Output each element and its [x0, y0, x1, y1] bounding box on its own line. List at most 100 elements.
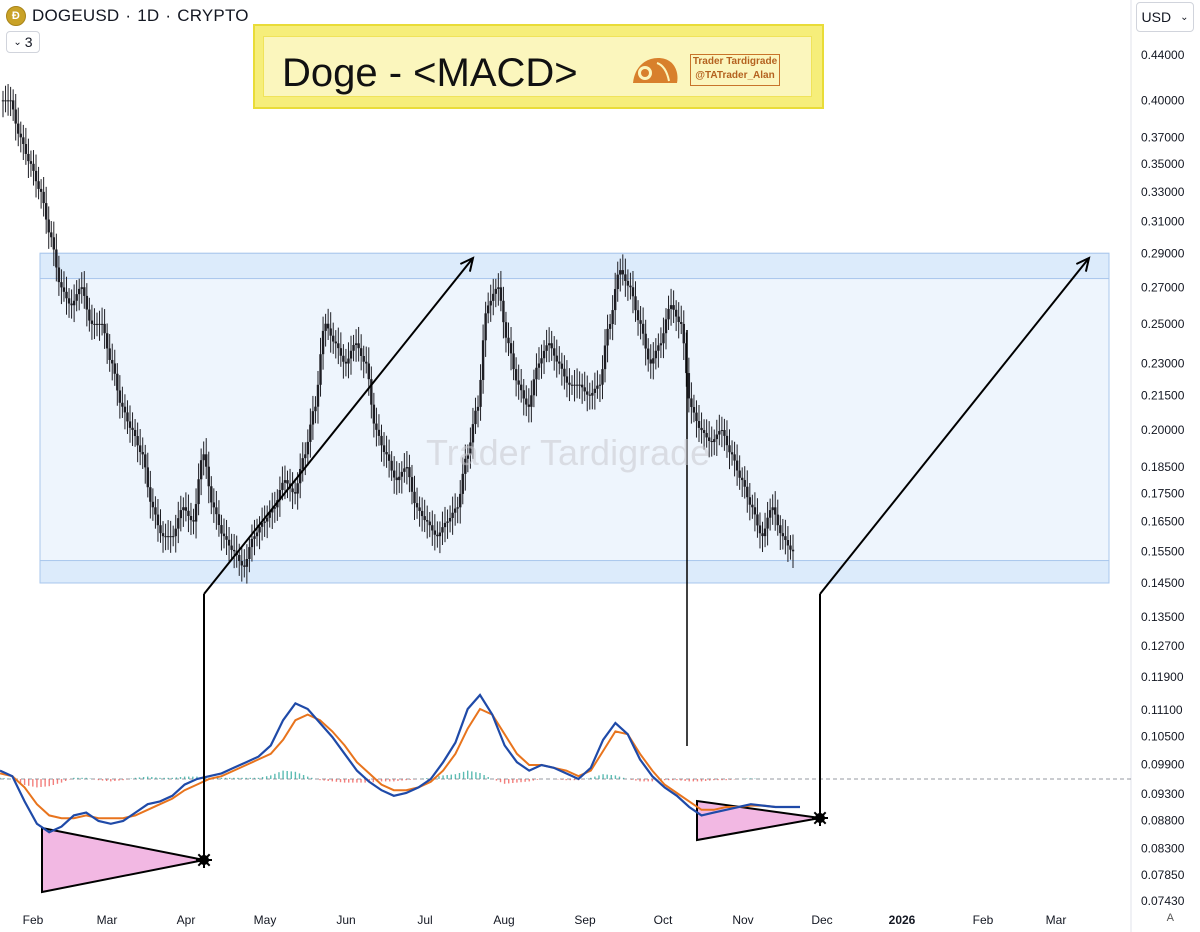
candle-body	[448, 517, 452, 522]
candle-body	[250, 538, 254, 548]
candle-body	[680, 322, 683, 324]
candle-body	[227, 539, 231, 546]
candle-body	[108, 348, 111, 360]
candle-body	[159, 525, 162, 534]
candle-body	[55, 249, 58, 268]
candle-body	[507, 337, 510, 344]
candle-body	[57, 267, 61, 283]
candle-body	[98, 323, 101, 325]
price-tick-label: 0.35000	[1141, 157, 1185, 171]
time-tick-label: Mar	[1046, 913, 1067, 927]
candle-body	[207, 466, 210, 487]
candle-body	[243, 565, 246, 567]
currency-select[interactable]: USD ⌄	[1136, 2, 1194, 32]
candle-body	[126, 412, 129, 422]
candle-body	[271, 508, 274, 513]
candle-body	[695, 412, 698, 422]
drawing-annotations	[196, 256, 1091, 868]
candle-body	[403, 468, 406, 472]
candle-body	[499, 287, 503, 301]
auto-scale-button[interactable]: A	[1166, 912, 1174, 924]
candle-body	[116, 373, 119, 391]
candle-body	[210, 486, 213, 503]
price-tick-label: 0.18500	[1141, 460, 1185, 474]
candle-body	[326, 323, 330, 329]
candle-body	[29, 161, 33, 164]
candle-body	[494, 288, 497, 294]
candle-body	[154, 507, 157, 515]
chevron-down-icon: ⌄	[1180, 11, 1189, 23]
candle-body	[306, 441, 310, 455]
time-tick-label: Apr	[177, 913, 196, 927]
candle-body	[367, 363, 370, 380]
candle-body	[451, 512, 454, 518]
candle-body	[151, 501, 155, 508]
candle-body	[537, 363, 541, 368]
candle-body	[715, 434, 718, 440]
candle-body	[385, 452, 388, 455]
candle-body	[316, 384, 320, 407]
candle-body	[763, 528, 767, 537]
candlestick-series	[1, 84, 795, 584]
candle-body	[621, 270, 625, 275]
indicators-toggle-button[interactable]: ⌄ 3	[6, 31, 40, 53]
candle-body	[682, 323, 685, 344]
candle-body	[220, 525, 223, 534]
time-tick-label: Mar	[97, 913, 118, 927]
candle-body	[362, 355, 365, 362]
candle-body	[14, 109, 17, 124]
time-tick-label: 2026	[889, 913, 916, 927]
candle-body	[677, 316, 680, 323]
candle-body	[659, 343, 663, 346]
candle-body	[133, 429, 137, 437]
candle-body	[532, 379, 536, 396]
candle-body	[9, 100, 12, 102]
candle-body	[720, 430, 724, 432]
candle-body	[641, 323, 645, 334]
candle-body	[72, 300, 76, 306]
candle-body	[390, 460, 393, 471]
candle-body	[746, 486, 749, 498]
candle-body	[471, 424, 475, 443]
candle-body	[60, 282, 63, 288]
candle-body	[398, 476, 401, 481]
candle-body	[504, 322, 508, 338]
price-tick-label: 0.13500	[1141, 610, 1185, 624]
price-tick-label: 0.21500	[1141, 389, 1185, 403]
candle-body	[433, 530, 437, 535]
burst-dot	[199, 855, 209, 865]
candle-body	[78, 288, 81, 295]
candle-body	[601, 369, 604, 385]
doge-coin-icon: Ð	[6, 6, 26, 26]
price-tick-label: 0.07430	[1141, 894, 1185, 908]
candle-body	[47, 219, 50, 233]
candle-body	[768, 510, 772, 518]
candle-body	[62, 287, 66, 292]
price-tick-label: 0.10500	[1141, 730, 1185, 744]
candle-body	[563, 368, 566, 377]
price-tick-label: 0.08300	[1141, 841, 1185, 855]
candle-body	[392, 470, 396, 478]
candle-body	[253, 536, 256, 539]
candle-body	[497, 287, 500, 289]
price-tick-label: 0.11900	[1141, 670, 1184, 684]
candle-body	[738, 470, 741, 478]
candle-body	[512, 353, 515, 370]
candle-body	[710, 441, 713, 443]
candle-body	[354, 343, 358, 346]
candle-body	[138, 445, 142, 453]
macd-line	[0, 693, 800, 834]
breakout-marker-left	[196, 852, 212, 868]
price-tick-label: 0.09300	[1141, 787, 1185, 801]
candle-body	[753, 507, 757, 515]
price-tick-label: 0.40000	[1141, 93, 1185, 107]
candle-body	[781, 533, 785, 537]
candle-body	[553, 348, 556, 356]
candle-body	[578, 384, 581, 386]
author-handle: @TATrader_Alan	[695, 70, 775, 81]
candle-body	[575, 384, 579, 386]
candle-body	[644, 333, 647, 349]
candle-body	[789, 545, 792, 550]
candle-body	[667, 308, 670, 320]
